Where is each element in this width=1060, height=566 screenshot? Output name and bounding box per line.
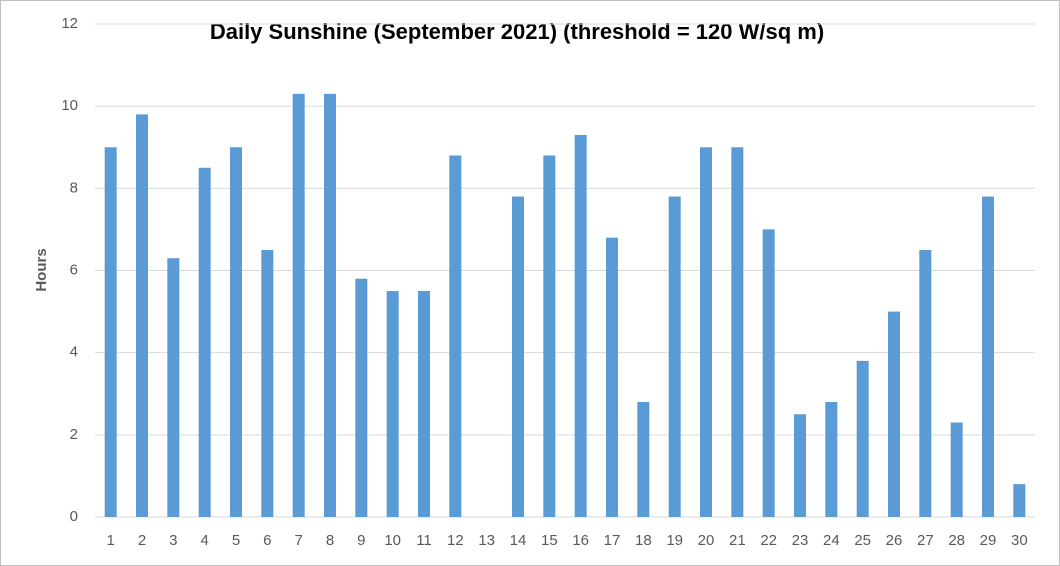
x-tick-label: 28 [948, 532, 965, 549]
bar [1013, 484, 1026, 517]
x-tick-label: 16 [572, 532, 589, 549]
bar [950, 422, 963, 517]
x-tick-label: 17 [604, 532, 621, 549]
x-tick-label: 21 [729, 532, 746, 549]
bar [794, 414, 806, 517]
x-tick-label: 6 [263, 532, 271, 549]
x-tick-label: 4 [200, 532, 208, 549]
bar [856, 360, 869, 517]
x-tick-label: 9 [357, 532, 365, 549]
x-tick-label: 1 [106, 532, 114, 549]
x-tick-label: 3 [169, 532, 177, 549]
x-tick-label: 29 [980, 532, 997, 549]
bar [762, 229, 775, 517]
bar [167, 258, 180, 517]
x-tick-label: 30 [1011, 532, 1028, 549]
x-tick-label: 7 [294, 532, 302, 549]
x-tick-label: 12 [447, 532, 464, 549]
x-tick-label: 2 [138, 532, 146, 549]
bar [418, 291, 430, 517]
y-tick-label: 6 [70, 261, 78, 278]
bar [324, 93, 336, 517]
bar [606, 237, 618, 517]
x-tick-label: 11 [416, 532, 432, 549]
bar [355, 278, 368, 517]
bar [888, 311, 900, 517]
x-tick-label: 24 [823, 532, 840, 549]
x-tick-label: 25 [854, 532, 871, 549]
bar [136, 114, 148, 517]
x-tick-label: 18 [635, 532, 652, 549]
x-tick-label: 19 [666, 532, 683, 549]
x-tick-label: 13 [478, 532, 495, 549]
bar [230, 147, 242, 517]
bar [292, 93, 305, 517]
bar [982, 196, 994, 518]
x-tick-label: 5 [232, 532, 240, 549]
bar [261, 249, 274, 518]
bar [104, 147, 117, 517]
x-tick-label: 23 [792, 532, 809, 549]
y-tick-label: 4 [70, 344, 78, 361]
x-tick-label: 20 [698, 532, 715, 549]
y-tick-label: 8 [70, 179, 78, 196]
y-tick-label: 10 [61, 97, 78, 114]
bar [449, 155, 462, 517]
bar [668, 196, 681, 518]
bar [198, 167, 211, 517]
x-tick-label: 15 [541, 532, 558, 549]
x-tick-label: 27 [917, 532, 934, 549]
bar [700, 147, 712, 517]
x-tick-label: 22 [760, 532, 777, 549]
chart-title: Daily Sunshine (September 2021) (thresho… [210, 19, 824, 44]
bar [637, 401, 650, 517]
bar [386, 291, 399, 517]
x-tick-label: 26 [886, 532, 903, 549]
bar [919, 249, 932, 518]
x-tick-label: 14 [510, 532, 527, 549]
bar [574, 134, 587, 518]
bar [825, 401, 838, 517]
x-tick-label: 8 [326, 532, 334, 549]
y-axis-label: Hours [33, 248, 50, 291]
y-tick-label: 12 [61, 15, 78, 32]
bar [512, 196, 524, 518]
y-tick-label: 0 [70, 508, 78, 525]
y-tick-label: 2 [70, 426, 78, 443]
bar [731, 147, 744, 517]
x-tick-label: 10 [384, 532, 401, 549]
bar [543, 155, 556, 517]
